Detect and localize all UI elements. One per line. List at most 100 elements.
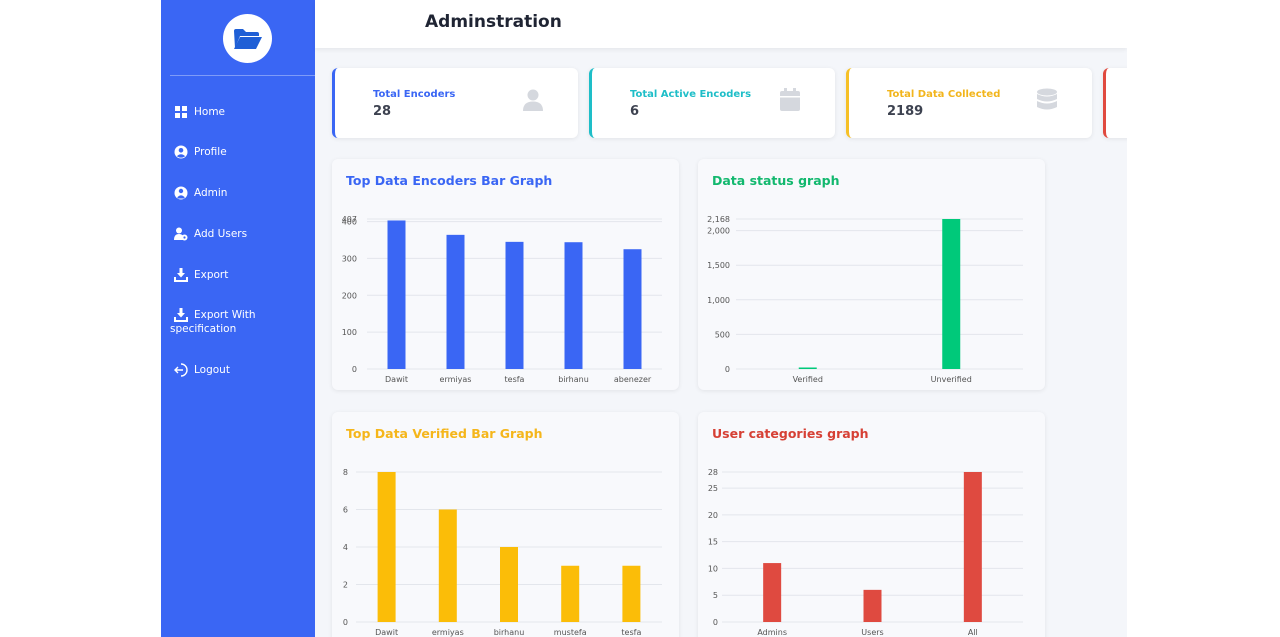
chart-card-data-status: 0 500 1,000 1,500 2,000 2,168 Verified Unverifi… bbox=[698, 159, 1045, 390]
download-icon bbox=[174, 308, 188, 322]
user-cog-icon bbox=[174, 227, 188, 241]
x-tick-label: ermiyas bbox=[440, 375, 472, 384]
stat-label: Total Active Encoders bbox=[630, 89, 752, 100]
y-tick-label: 400 bbox=[342, 218, 357, 227]
bar[interactable] bbox=[798, 367, 817, 370]
sidebar-item-export[interactable]: Export bbox=[174, 268, 228, 282]
chart-title: Top Data Verified Bar Graph bbox=[346, 426, 543, 441]
app-window: Home Profile Admin Add Users Export Expo… bbox=[161, 0, 1127, 637]
y-tick-label: 2,000 bbox=[707, 227, 730, 236]
bar[interactable] bbox=[438, 509, 457, 623]
y-tick-label: 0 bbox=[352, 365, 357, 374]
x-tick-label: birhanu bbox=[558, 375, 589, 384]
sidebar-item-label: Home bbox=[194, 106, 226, 118]
bar[interactable] bbox=[622, 565, 641, 622]
bar[interactable] bbox=[942, 219, 961, 369]
y-tick-label: 20 bbox=[708, 511, 718, 520]
bar[interactable] bbox=[963, 472, 982, 622]
sidebar-divider bbox=[170, 75, 315, 76]
x-tick-label: tesfa bbox=[621, 628, 641, 637]
y-tick-label: 2,168 bbox=[707, 215, 730, 224]
bar[interactable] bbox=[387, 220, 406, 369]
sidebar-item-label: Add Users bbox=[194, 228, 248, 240]
bar[interactable] bbox=[561, 565, 580, 622]
y-tick-label: 1,000 bbox=[707, 296, 730, 305]
main-content: Adminstration Total Encoders 28 Total Ac… bbox=[315, 0, 1127, 637]
y-tick-label: 0 bbox=[343, 618, 348, 627]
x-tick-label: Dawit bbox=[385, 375, 408, 384]
sidebar: Home Profile Admin Add Users Export Expo… bbox=[161, 0, 315, 637]
stat-value: 28 bbox=[373, 104, 392, 119]
y-tick-label: 0 bbox=[713, 618, 718, 627]
y-tick-label: 0 bbox=[725, 365, 730, 374]
stat-label: Total Encoders bbox=[373, 89, 456, 100]
bar[interactable] bbox=[505, 241, 524, 369]
calendar-icon bbox=[780, 88, 800, 111]
sidebar-item-label: Logout bbox=[194, 364, 230, 376]
x-tick-label: mustefa bbox=[554, 628, 587, 637]
x-tick-label: tesfa bbox=[505, 375, 525, 384]
bar[interactable] bbox=[500, 547, 518, 622]
stat-value: 2189 bbox=[887, 104, 924, 119]
stat-card-total-active-encoders: Total Active Encoders 6 bbox=[589, 68, 835, 138]
logout-icon bbox=[174, 363, 188, 377]
y-tick-label: 5 bbox=[713, 591, 718, 600]
x-tick-label: abenezer bbox=[614, 375, 652, 384]
y-tick-label: 28 bbox=[708, 468, 718, 477]
y-tick-label: 10 bbox=[708, 564, 718, 573]
sidebar-item-profile[interactable]: Profile bbox=[174, 145, 227, 159]
stat-value: 6 bbox=[630, 104, 640, 119]
y-tick-label: 2 bbox=[343, 581, 348, 590]
grid-icon bbox=[175, 106, 187, 118]
x-tick-label: ermiyas bbox=[432, 628, 464, 637]
sidebar-item-label-line2: specification bbox=[170, 323, 237, 335]
stat-card-partial bbox=[1103, 68, 1127, 138]
bar[interactable] bbox=[377, 472, 396, 622]
sidebar-item-logout[interactable]: Logout bbox=[174, 363, 230, 377]
y-tick-label: 200 bbox=[342, 291, 357, 300]
bar[interactable] bbox=[863, 589, 882, 622]
y-tick-label: 8 bbox=[343, 468, 348, 477]
chart-title: User categories graph bbox=[712, 426, 869, 441]
chart-title: Data status graph bbox=[712, 173, 840, 188]
sidebar-item-export-with-specification[interactable]: Export With specification bbox=[170, 308, 256, 335]
page-title: Adminstration bbox=[425, 12, 562, 32]
stat-card-total-data-collected: Total Data Collected 2189 bbox=[846, 68, 1092, 138]
chart-card-top-encoders: 0 100 200 300 400 407 Dawit ermiyas tesfa birhanu… bbox=[332, 159, 679, 390]
top-bar: Adminstration bbox=[315, 0, 1127, 48]
y-tick-label: 15 bbox=[708, 538, 718, 547]
x-tick-label: All bbox=[968, 628, 978, 637]
sidebar-item-label: Export With bbox=[194, 309, 256, 321]
y-tick-label: 1,500 bbox=[707, 261, 730, 270]
sidebar-item-admin[interactable]: Admin bbox=[174, 186, 227, 200]
bar[interactable] bbox=[564, 242, 583, 369]
sidebar-item-home[interactable]: Home bbox=[174, 105, 225, 119]
verified-bar-chart: 0 2 4 6 8 Dawit ermiyas birhanu mustefa tesfa bbox=[343, 468, 662, 637]
sidebar-item-label: Profile bbox=[194, 146, 227, 158]
y-tick-label: 25 bbox=[708, 484, 718, 493]
y-tick-label: 500 bbox=[715, 330, 730, 339]
sidebar-item-add-users[interactable]: Add Users bbox=[174, 227, 247, 241]
folder-open-icon bbox=[233, 28, 262, 49]
chart-title: Top Data Encoders Bar Graph bbox=[346, 173, 553, 188]
x-tick-label: birhanu bbox=[494, 628, 525, 637]
x-tick-label: Verified bbox=[793, 375, 823, 384]
sidebar-item-label: Export bbox=[194, 269, 229, 281]
status-bar-chart: 0 500 1,000 1,500 2,000 2,168 Verified Unverifi… bbox=[707, 215, 1023, 384]
download-icon bbox=[174, 268, 188, 282]
bar[interactable] bbox=[763, 563, 782, 622]
logo[interactable] bbox=[223, 14, 272, 63]
bar[interactable] bbox=[446, 234, 465, 369]
user-shield-icon bbox=[174, 186, 188, 200]
y-tick-label: 100 bbox=[342, 328, 357, 337]
chart-card-top-verified: 0 2 4 6 8 Dawit ermiyas birhanu mustefa tesfa Top… bbox=[332, 412, 679, 637]
x-tick-label: Users bbox=[861, 628, 883, 637]
bar[interactable] bbox=[623, 249, 642, 369]
x-tick-label: Dawit bbox=[375, 628, 398, 637]
database-icon bbox=[1037, 88, 1057, 110]
stat-card-total-encoders: Total Encoders 28 bbox=[332, 68, 578, 138]
user-icon bbox=[523, 89, 543, 111]
y-tick-label: 4 bbox=[343, 543, 348, 552]
sidebar-item-label: Admin bbox=[194, 187, 228, 199]
